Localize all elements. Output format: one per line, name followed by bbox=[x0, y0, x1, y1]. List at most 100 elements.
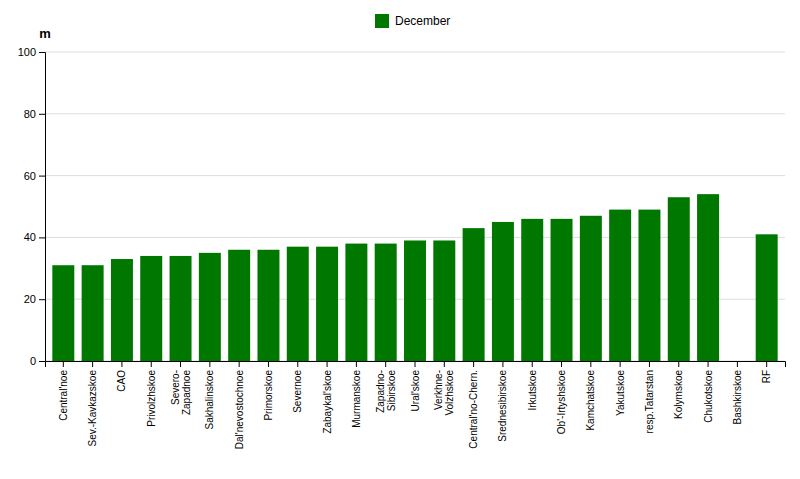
y-tick-label: 100 bbox=[18, 46, 36, 58]
x-tick-mark bbox=[327, 361, 328, 367]
x-tick: Central'noe bbox=[58, 361, 69, 421]
x-axis: Central'noe Sev.-Kavkazskoe CAO Privolzhsko… bbox=[46, 361, 786, 449]
x-tick-label: Privolzhskoe bbox=[146, 370, 157, 427]
x-tick-mark bbox=[678, 361, 679, 367]
x-tick: Central'no-Chern. bbox=[468, 361, 479, 449]
x-tick: Verkhne-Volzhskoe bbox=[433, 361, 455, 416]
x-tick-label: Sev.-Kavkazskoe bbox=[87, 370, 98, 447]
legend: December bbox=[375, 14, 450, 28]
x-tick-label: Bashkirskoe bbox=[732, 370, 743, 425]
x-tick-label: Severnoe bbox=[292, 370, 303, 413]
x-tick: Kolymskoe bbox=[673, 361, 684, 419]
x-tick-mark bbox=[708, 361, 709, 367]
x-tick: Chukotskoe bbox=[703, 361, 714, 423]
bar bbox=[52, 265, 74, 361]
chart: 0 20 40 60 80 100 Central'noe Sev.-Kavkazskoe CA… bbox=[0, 0, 800, 479]
x-tick-mark bbox=[92, 361, 93, 367]
bar bbox=[463, 228, 485, 361]
x-tick-label: Zabaykal'skoe bbox=[322, 370, 333, 434]
y-tick: 80 bbox=[24, 108, 45, 120]
x-tick-mark bbox=[444, 361, 445, 367]
y-tick-mark bbox=[39, 114, 45, 115]
x-tick-mark bbox=[590, 361, 591, 367]
y-tick-label: 0 bbox=[30, 355, 36, 367]
x-axis-line bbox=[46, 362, 786, 368]
y-tick: 40 bbox=[24, 231, 45, 243]
x-tick-label: Dal'nevostochnoe bbox=[234, 370, 245, 450]
bar bbox=[433, 240, 455, 361]
x-tick: Murmanskoe bbox=[351, 361, 362, 428]
x-tick-mark bbox=[649, 361, 650, 367]
x-tick-label: Zapadno-Sibirskoe bbox=[375, 370, 397, 413]
bar bbox=[756, 234, 778, 361]
bar bbox=[375, 244, 397, 361]
x-tick: Sakhalinskoe bbox=[204, 361, 215, 429]
y-tick-label: 80 bbox=[24, 108, 36, 120]
x-tick-mark bbox=[268, 361, 269, 367]
x-tick-mark bbox=[121, 361, 122, 367]
x-tick-mark bbox=[297, 361, 298, 367]
x-tick-label: Verkhne-Volzhskoe bbox=[433, 370, 455, 416]
x-tick-mark bbox=[532, 361, 533, 367]
bars bbox=[52, 194, 777, 361]
x-tick: Primorskoe bbox=[263, 361, 274, 421]
y-tick-mark bbox=[39, 361, 45, 362]
x-tick: Privolzhskoe bbox=[146, 361, 157, 427]
bar bbox=[140, 256, 162, 361]
x-tick: Irkutskoe bbox=[527, 361, 538, 411]
x-tick: Yakutskoe bbox=[615, 361, 626, 416]
bar bbox=[404, 240, 426, 361]
x-tick: RF bbox=[761, 361, 772, 383]
bar bbox=[492, 222, 514, 361]
y-tick-label: 40 bbox=[24, 231, 36, 243]
x-tick-label: Irkutskoe bbox=[527, 370, 538, 411]
x-tick-label: Srednesibirskoe bbox=[497, 370, 508, 442]
x-tick: Sev.-Kavkazskoe bbox=[87, 361, 98, 447]
bar bbox=[609, 210, 631, 361]
x-tick: Severo-Zapadnoe bbox=[170, 361, 192, 415]
y-tick: 100 bbox=[18, 46, 45, 58]
x-tick-mark bbox=[180, 361, 181, 367]
x-tick-label: Ob'-Irtyshskoe bbox=[556, 370, 567, 435]
y-tick: 0 bbox=[30, 355, 45, 367]
bar bbox=[316, 247, 338, 361]
y-tick: 60 bbox=[24, 170, 45, 182]
x-tick-label: Murmanskoe bbox=[351, 370, 362, 428]
x-tick-label: resp.Tatarstan bbox=[644, 370, 655, 433]
bar bbox=[580, 216, 602, 361]
x-tick-mark bbox=[385, 361, 386, 367]
bar bbox=[170, 256, 192, 361]
bar bbox=[345, 244, 367, 361]
plot: 0 20 40 60 80 100 Central'noe Sev.-Kavkazskoe CA… bbox=[18, 46, 786, 449]
y-axis-line bbox=[39, 53, 46, 362]
x-tick-mark bbox=[151, 361, 152, 367]
y-tick: 20 bbox=[24, 293, 45, 305]
x-tick-mark bbox=[620, 361, 621, 367]
x-tick-mark bbox=[561, 361, 562, 367]
y-tick-label: 60 bbox=[24, 170, 36, 182]
grid-line bbox=[45, 52, 785, 53]
bar bbox=[638, 210, 660, 361]
x-tick-label: Yakutskoe bbox=[615, 370, 626, 416]
x-tick-label: Severo-Zapadnoe bbox=[170, 370, 192, 415]
grid-line bbox=[45, 113, 785, 114]
bar bbox=[521, 219, 543, 361]
y-tick-label: 20 bbox=[24, 293, 36, 305]
bar bbox=[697, 194, 719, 361]
bar bbox=[228, 250, 250, 361]
x-tick: Zabaykal'skoe bbox=[322, 361, 333, 434]
x-tick-mark bbox=[737, 361, 738, 367]
y-axis-title: m bbox=[39, 26, 51, 41]
x-tick-label: Kamchatskoe bbox=[585, 370, 596, 431]
legend-swatch bbox=[375, 14, 389, 28]
x-tick: Zapadno-Sibirskoe bbox=[375, 361, 397, 413]
x-tick: Bashkirskoe bbox=[732, 361, 743, 424]
grid-line bbox=[45, 175, 785, 176]
x-tick-mark bbox=[415, 361, 416, 367]
legend-label: December bbox=[395, 14, 450, 28]
bar bbox=[287, 247, 309, 361]
x-tick-label: CAO bbox=[116, 370, 127, 392]
x-tick: Srednesibirskoe bbox=[497, 361, 508, 442]
x-tick: Dal'nevostochnoe bbox=[234, 361, 245, 449]
y-tick-mark bbox=[39, 176, 45, 177]
